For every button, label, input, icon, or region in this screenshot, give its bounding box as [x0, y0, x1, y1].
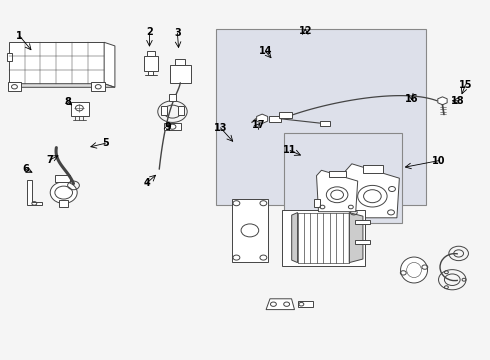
Text: 1: 1: [16, 31, 23, 41]
Text: 4: 4: [144, 178, 150, 188]
Bar: [363, 165, 383, 173]
Bar: [355, 220, 370, 224]
Bar: [161, 106, 167, 115]
Text: 14: 14: [259, 46, 272, 57]
Text: 15: 15: [459, 80, 472, 90]
Bar: [170, 65, 191, 83]
Bar: [298, 301, 313, 307]
Bar: [59, 200, 68, 207]
Bar: [55, 175, 70, 182]
Ellipse shape: [400, 257, 427, 283]
Bar: [279, 112, 292, 118]
Text: 12: 12: [298, 26, 312, 36]
Text: 16: 16: [405, 94, 418, 104]
Text: 8: 8: [64, 96, 71, 107]
Polygon shape: [104, 42, 115, 87]
Polygon shape: [345, 164, 399, 218]
Text: 3: 3: [174, 28, 181, 38]
Bar: [343, 202, 352, 212]
Polygon shape: [257, 114, 268, 123]
Bar: [314, 199, 320, 207]
Bar: [320, 121, 330, 126]
Bar: [9, 42, 104, 84]
Polygon shape: [266, 299, 294, 310]
Bar: [269, 116, 281, 122]
Polygon shape: [9, 84, 115, 87]
Bar: [178, 106, 184, 115]
Bar: [92, 82, 105, 91]
Bar: [175, 59, 185, 65]
Polygon shape: [438, 97, 447, 105]
Bar: [147, 51, 155, 56]
Polygon shape: [292, 212, 297, 263]
Text: 11: 11: [283, 145, 297, 156]
Text: 6: 6: [22, 164, 29, 174]
Bar: [169, 94, 176, 101]
Bar: [7, 53, 13, 61]
Text: 9: 9: [164, 122, 171, 132]
Text: 5: 5: [102, 138, 109, 148]
Bar: [164, 123, 181, 130]
Bar: [71, 102, 89, 116]
Text: 13: 13: [214, 123, 227, 133]
Text: 10: 10: [432, 156, 446, 166]
Ellipse shape: [407, 262, 421, 278]
Bar: [232, 199, 269, 262]
Text: 2: 2: [146, 27, 153, 37]
Ellipse shape: [50, 182, 77, 203]
Polygon shape: [27, 180, 42, 205]
Text: 7: 7: [47, 155, 53, 165]
Bar: [355, 240, 370, 244]
Bar: [284, 133, 402, 223]
Text: 17: 17: [251, 120, 265, 130]
Bar: [216, 29, 426, 205]
Text: 18: 18: [451, 96, 465, 106]
Bar: [282, 210, 365, 266]
Polygon shape: [317, 170, 358, 212]
Bar: [329, 171, 346, 177]
Bar: [144, 56, 158, 71]
Polygon shape: [349, 212, 363, 263]
Bar: [148, 71, 153, 75]
Bar: [8, 82, 22, 91]
